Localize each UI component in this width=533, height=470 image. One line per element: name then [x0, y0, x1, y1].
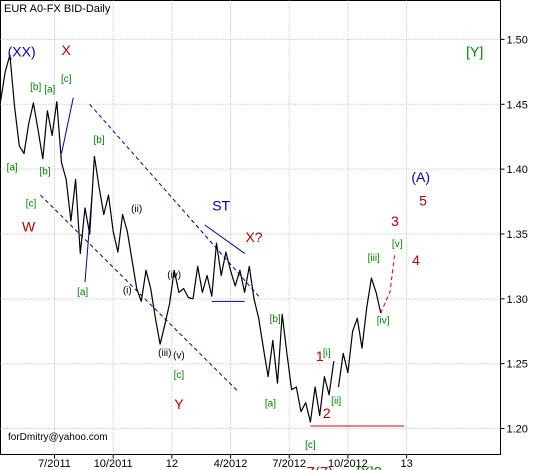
wave-label: (A) — [411, 169, 430, 185]
wave-label: [ii] — [331, 396, 341, 407]
wave-label: Z(Z) — [307, 464, 333, 470]
x-tick-label: 12 — [166, 458, 178, 470]
wave-label: [b] — [40, 166, 51, 177]
wave-label: [c] — [26, 199, 37, 210]
y-tick-label: 1.45 — [507, 99, 528, 111]
y-tick-label: 1.40 — [507, 164, 528, 176]
wave-label: [c] — [174, 370, 185, 381]
wave-label: 1 — [316, 348, 324, 364]
x-tick-label: 7/2012 — [272, 458, 306, 470]
wave-guides — [40, 97, 405, 427]
x-axis: 7/2011 10/2011 12 4/2012 7/2012 10/2012 13 — [38, 458, 413, 470]
wave-guide-line — [40, 194, 238, 392]
wave-label: X — [62, 42, 72, 58]
wave-label: ST — [212, 198, 230, 214]
wave-label: [b] — [94, 135, 105, 146]
credit-text: forDmitry@yahoo.com — [8, 432, 108, 443]
wave-label: X? — [245, 229, 262, 245]
wave-label: (i) — [123, 286, 132, 297]
x-tick-label: 10/2011 — [94, 458, 133, 470]
x-tick-label: 10/2012 — [328, 458, 368, 470]
x-tick-label: 13 — [400, 458, 412, 470]
wave-label: [X]? — [357, 464, 382, 470]
y-tick-label: 1.50 — [507, 34, 528, 46]
wave-label: [a] — [265, 399, 276, 410]
chart-title: EUR A0-FX BID-Daily — [4, 3, 111, 15]
wave-label: [Y] — [466, 43, 483, 59]
x-tick-label: 4/2012 — [214, 458, 248, 470]
wave-label: [v] — [392, 239, 403, 250]
wave-label: (v) — [173, 351, 185, 362]
wave-label: Y — [174, 396, 184, 412]
wave-label: (iii) — [158, 348, 171, 359]
price-series — [0, 54, 382, 423]
wave-label: 5 — [419, 192, 427, 208]
wave-guide-line — [89, 103, 260, 297]
wave-label: [b] — [270, 314, 281, 325]
wave-guide-line — [204, 224, 245, 254]
price-line — [337, 277, 382, 388]
price-line — [0, 54, 335, 423]
wave-label: [a] — [44, 85, 55, 96]
x-tick-label: 7/2011 — [38, 458, 71, 470]
wave-label: [iii] — [368, 253, 380, 264]
wave-label: [iv] — [377, 315, 390, 326]
y-tick-label: 1.30 — [507, 294, 528, 306]
wave-label: [a] — [7, 162, 18, 173]
wave-label: W — [22, 218, 36, 234]
wave-label: [c] — [61, 74, 72, 85]
wave-label: 4 — [412, 252, 420, 268]
wave-label: [c] — [305, 440, 316, 451]
y-axis: 1.50 1.45 1.40 1.35 1.30 1.25 1.20 — [507, 34, 528, 435]
y-tick-label: 1.25 — [507, 359, 528, 371]
wave-label: 2 — [323, 405, 331, 421]
wave-label: (iv) — [167, 270, 181, 281]
y-tick-label: 1.20 — [507, 424, 528, 436]
wave-label: [a] — [77, 287, 88, 298]
wave-label: [i] — [323, 348, 331, 359]
wave-label: 3 — [391, 213, 399, 229]
wave-labels: (XX) X [Y][b] [a][c][b][a] [b][c]W(ii)[a] (i)… — [7, 42, 484, 470]
wave-guide-line — [380, 252, 396, 314]
wave-label: [b] — [30, 82, 41, 93]
plot-frame — [0, 0, 501, 455]
wave-label: (ii) — [131, 204, 142, 215]
wave-guide-line — [61, 97, 74, 154]
y-tick-label: 1.35 — [507, 229, 528, 241]
grid — [0, 0, 505, 459]
wave-label: (XX) — [8, 43, 36, 59]
